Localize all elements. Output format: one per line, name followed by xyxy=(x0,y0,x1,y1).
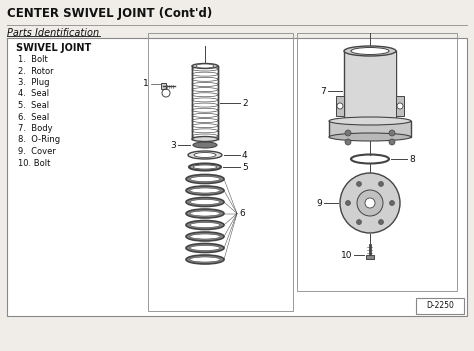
Ellipse shape xyxy=(190,245,220,251)
Bar xyxy=(7,38,467,316)
Text: 7: 7 xyxy=(320,86,326,95)
Ellipse shape xyxy=(186,244,224,252)
Ellipse shape xyxy=(186,209,224,218)
Text: 2.  Rotor: 2. Rotor xyxy=(18,66,54,75)
Text: 8.  O-Ring: 8. O-Ring xyxy=(18,135,60,145)
Circle shape xyxy=(357,190,383,216)
Ellipse shape xyxy=(189,164,221,171)
Ellipse shape xyxy=(329,117,411,125)
Text: 7.  Body: 7. Body xyxy=(18,124,53,133)
Text: 1: 1 xyxy=(143,79,149,88)
Ellipse shape xyxy=(190,177,220,181)
Circle shape xyxy=(345,130,351,136)
Circle shape xyxy=(337,103,343,109)
Text: SWIVEL JOINT: SWIVEL JOINT xyxy=(16,43,91,53)
Ellipse shape xyxy=(193,142,217,148)
Bar xyxy=(366,255,374,259)
Circle shape xyxy=(356,181,362,186)
Text: 4: 4 xyxy=(242,151,247,159)
Text: 6.  Seal: 6. Seal xyxy=(18,113,49,121)
Text: 9.  Cover: 9. Cover xyxy=(18,147,56,156)
Bar xyxy=(193,66,217,139)
Circle shape xyxy=(397,103,403,109)
Ellipse shape xyxy=(190,188,220,193)
Circle shape xyxy=(365,198,375,208)
Circle shape xyxy=(340,173,400,233)
Bar xyxy=(329,121,411,137)
Ellipse shape xyxy=(196,64,214,68)
Ellipse shape xyxy=(186,220,224,230)
Text: 9: 9 xyxy=(316,199,322,207)
Ellipse shape xyxy=(186,255,224,264)
Ellipse shape xyxy=(186,186,224,195)
Ellipse shape xyxy=(186,174,224,184)
Ellipse shape xyxy=(351,47,389,54)
Text: 8: 8 xyxy=(409,154,415,164)
Text: 6: 6 xyxy=(239,209,245,218)
Circle shape xyxy=(346,200,350,205)
Ellipse shape xyxy=(186,198,224,206)
Bar xyxy=(297,33,457,291)
Ellipse shape xyxy=(329,133,411,141)
Bar xyxy=(345,51,395,121)
Ellipse shape xyxy=(193,165,217,169)
Ellipse shape xyxy=(194,152,216,158)
Text: 10. Bolt: 10. Bolt xyxy=(18,159,50,167)
Text: 5.  Seal: 5. Seal xyxy=(18,101,49,110)
Bar xyxy=(161,83,166,89)
Text: D-2250: D-2250 xyxy=(426,302,454,311)
Ellipse shape xyxy=(190,223,220,227)
Ellipse shape xyxy=(188,151,222,159)
Text: 10: 10 xyxy=(340,251,352,259)
Text: CENTER SWIVEL JOINT (Cont'd): CENTER SWIVEL JOINT (Cont'd) xyxy=(7,7,212,20)
Text: 1.  Bolt: 1. Bolt xyxy=(18,55,48,64)
Text: Parts Identification: Parts Identification xyxy=(7,28,99,38)
Ellipse shape xyxy=(190,211,220,216)
Circle shape xyxy=(389,130,395,136)
Ellipse shape xyxy=(192,64,218,68)
Text: 3.  Plug: 3. Plug xyxy=(18,78,49,87)
Ellipse shape xyxy=(186,232,224,241)
Ellipse shape xyxy=(344,46,396,56)
Ellipse shape xyxy=(190,234,220,239)
Circle shape xyxy=(390,200,394,205)
Circle shape xyxy=(345,139,351,145)
Ellipse shape xyxy=(190,257,220,262)
Circle shape xyxy=(379,220,383,225)
Ellipse shape xyxy=(192,137,218,141)
Circle shape xyxy=(389,139,395,145)
Text: 4.  Seal: 4. Seal xyxy=(18,90,49,99)
Bar xyxy=(416,298,464,314)
Circle shape xyxy=(379,181,383,186)
Text: 3: 3 xyxy=(170,140,176,150)
Ellipse shape xyxy=(190,199,220,205)
Bar xyxy=(148,33,293,311)
Text: 2: 2 xyxy=(242,99,247,107)
Text: 5: 5 xyxy=(242,163,248,172)
Bar xyxy=(396,96,404,116)
Bar xyxy=(336,96,344,116)
Circle shape xyxy=(356,220,362,225)
